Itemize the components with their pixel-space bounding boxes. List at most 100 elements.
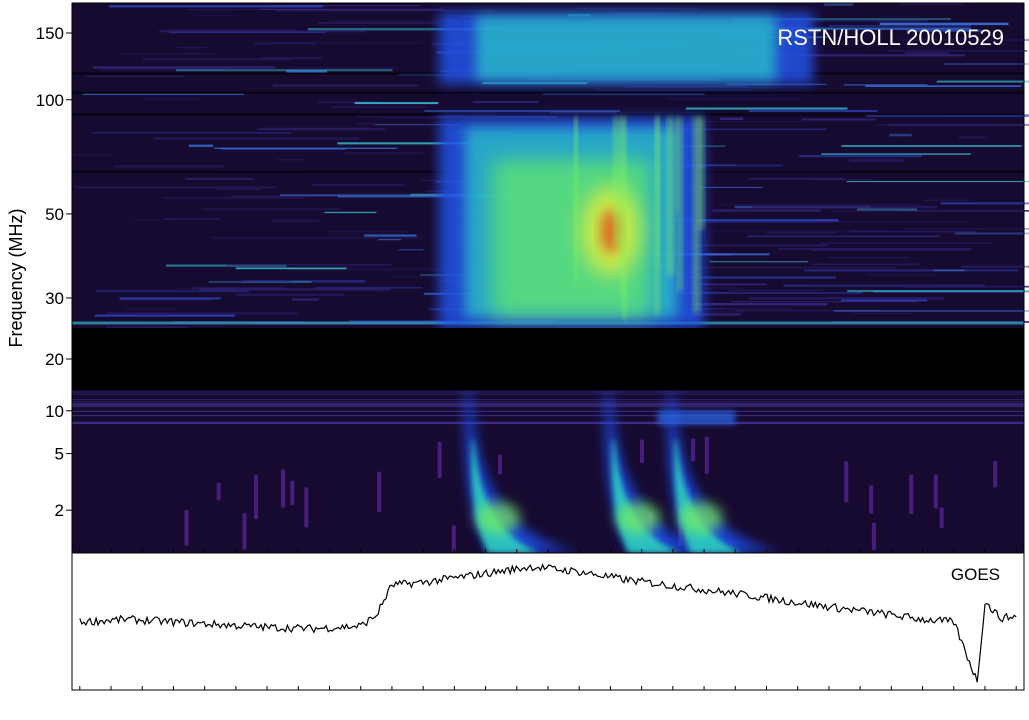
noise-streak [254, 42, 315, 45]
noise-streak [424, 110, 620, 112]
noise-streak [187, 9, 327, 10]
noise-streak [682, 128, 827, 130]
noise-streak [142, 58, 292, 61]
noise-streak [355, 123, 379, 125]
noise-streak [821, 153, 971, 155]
noise-streak [91, 132, 292, 134]
noise-streak [799, 155, 922, 158]
burst-feature [438, 12, 814, 85]
noise-streak [201, 208, 341, 210]
noise-streak [850, 312, 915, 314]
noise-streak [721, 204, 920, 206]
goes-series-line [79, 563, 1017, 683]
noise-streak [940, 202, 1029, 205]
noise-streak [550, 111, 618, 114]
noise-spike [304, 487, 309, 528]
noise-streak [105, 326, 188, 329]
noise-streak [847, 290, 1029, 293]
noise-streak [72, 406, 1024, 408]
frequency-tick-label: 150 [36, 24, 64, 43]
noise-streak [944, 63, 1029, 65]
frequency-axis: 150 100 50 30 20 10 5 2 [36, 24, 72, 520]
spectrogram-title: RSTN/HOLL 20010529 [777, 25, 1004, 50]
noise-streak [158, 30, 367, 33]
noise-streak [315, 287, 423, 289]
noise-streak [175, 69, 393, 72]
noise-spike [691, 438, 696, 462]
noise-streak [626, 221, 816, 223]
noise-streak [72, 423, 1024, 425]
frequency-axis-label: Frequency (MHz) [6, 208, 26, 347]
noise-streak [800, 221, 967, 223]
noise-streak [86, 75, 185, 78]
noise-streak [211, 280, 291, 282]
noise-streak [906, 29, 982, 32]
noise-streak [280, 194, 465, 196]
noise-spike [678, 507, 683, 546]
noise-streak [188, 144, 213, 147]
noise-streak [271, 219, 320, 222]
noise-streak [903, 228, 1029, 230]
noise-streak [701, 121, 804, 123]
burst-feature [657, 410, 736, 425]
noise-streak [686, 266, 897, 269]
noise-streak [356, 116, 476, 118]
noise-streak [900, 3, 963, 6]
time-axis [79, 549, 1017, 690]
noise-spike [281, 469, 286, 508]
noise-streak [846, 181, 1029, 183]
noise-streak [667, 97, 801, 100]
noise-streak [221, 148, 346, 150]
burst-feature [464, 390, 580, 553]
burst-feature [438, 117, 705, 328]
noise-streak [94, 314, 235, 317]
noise-streak [289, 67, 397, 69]
noise-streak [514, 3, 678, 5]
noise-streak [261, 57, 323, 59]
goes-panel: GOES [71, 552, 1025, 691]
noise-spike [640, 439, 644, 463]
interference-line [72, 113, 1024, 116]
noise-streak [934, 269, 965, 272]
noise-streak [764, 262, 807, 264]
noise-streak [726, 83, 827, 86]
noise-streak [643, 283, 767, 286]
noise-streak [710, 230, 887, 232]
noise-streak [185, 178, 254, 180]
noise-streak [747, 235, 940, 237]
noise-streak [748, 177, 845, 180]
frequency-tick-label: 20 [45, 350, 64, 369]
noise-spike [869, 485, 874, 514]
noise-spike [993, 461, 998, 488]
noise-streak [177, 47, 207, 49]
noise-streak [163, 217, 221, 221]
noise-streak [194, 15, 236, 17]
noise-streak [752, 206, 938, 209]
noise-streak [764, 20, 928, 22]
noise-streak [691, 303, 828, 306]
noise-streak [343, 152, 423, 155]
noise-streak [865, 85, 1021, 87]
frequency-tick-label: 5 [55, 445, 64, 464]
noise-streak [318, 22, 440, 24]
noise-streak [879, 22, 1009, 26]
noise-streak [543, 92, 705, 96]
noise-streak [72, 393, 1024, 395]
noise-spike [451, 525, 456, 552]
noise-streak [271, 41, 423, 44]
noise-streak [327, 230, 409, 233]
noise-streak [729, 292, 854, 294]
noise-streak [936, 80, 1029, 83]
burst-emission [438, 12, 814, 553]
noise-streak [866, 273, 937, 276]
noise-streak [217, 188, 261, 191]
noise-streak [72, 403, 1024, 405]
noise-streak [694, 307, 792, 310]
noise-streak [576, 7, 699, 10]
noise-streak [849, 159, 904, 162]
noise-streak [824, 3, 854, 6]
noise-streak [899, 38, 1029, 42]
noise-streak [808, 179, 872, 181]
noise-streak [329, 20, 518, 22]
